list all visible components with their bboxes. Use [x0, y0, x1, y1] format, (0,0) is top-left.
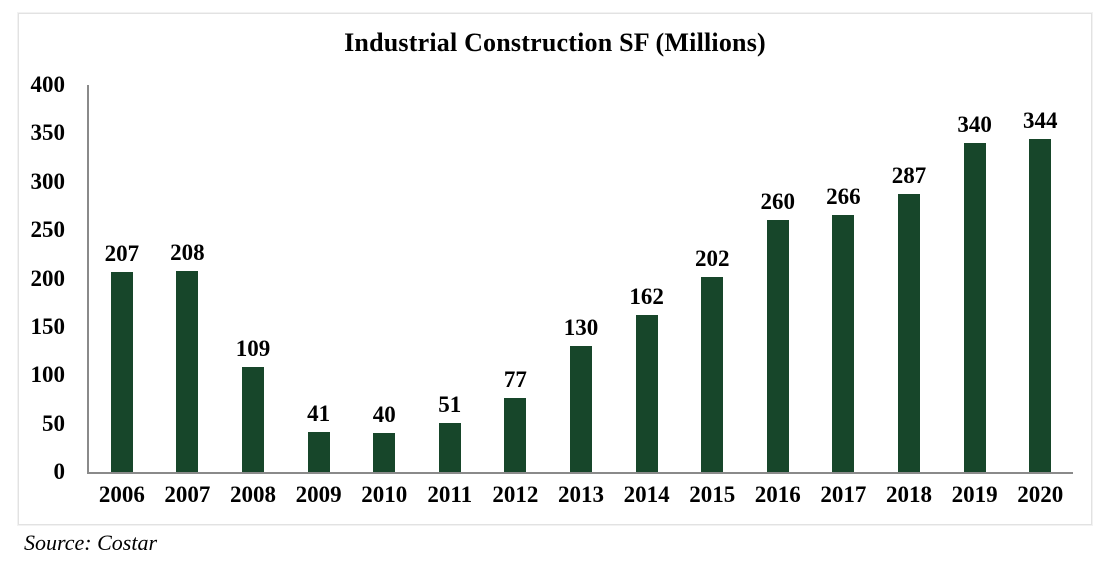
- plot-area: 207 2006 208 2007 109 2008 41 2009 40 2010 51 2011 7…: [87, 85, 1073, 507]
- x-axis-label: 2009: [295, 482, 342, 507]
- x-axis-label: 2010: [361, 482, 408, 507]
- chart-title: Industrial Construction SF (Millions): [344, 28, 766, 57]
- y-axis-tick-label: 400: [30, 72, 66, 97]
- x-axis-label: 2020: [1017, 482, 1064, 507]
- y-axis-tick-label: 350: [30, 120, 66, 146]
- bar-2017: [832, 214, 855, 472]
- y-axis-tick-label: 200: [30, 265, 66, 291]
- x-axis-label: 2017: [820, 482, 867, 507]
- x-axis-label: 2008: [230, 482, 276, 507]
- bar-value-label: 109: [235, 335, 271, 361]
- x-axis-label: 2018: [886, 482, 932, 507]
- bar-value-label: 41: [307, 401, 331, 427]
- bar-value-label: 266: [826, 183, 861, 209]
- source-note: Source: Costar: [24, 530, 158, 555]
- bar-2010: [373, 433, 396, 472]
- bar-value-label: 51: [438, 391, 462, 417]
- x-axis-label: 2014: [623, 482, 670, 507]
- bar-value-label: 40: [372, 402, 396, 428]
- x-axis-label: 2013: [558, 482, 604, 507]
- bar-value-label: 207: [104, 240, 140, 266]
- bar-2012: [504, 397, 527, 472]
- bar-2018: [898, 194, 920, 472]
- bar-2009: [307, 432, 330, 472]
- chart-container: Industrial Construction SF (Millions) 0 5…: [18, 13, 1092, 525]
- x-axis-label: 2006: [98, 482, 145, 507]
- bar-2013: [570, 346, 592, 472]
- y-axis-tick-label: 250: [30, 217, 66, 243]
- x-axis-label: 2011: [427, 482, 473, 507]
- bar-2011: [438, 422, 461, 472]
- bar-2015: [701, 276, 724, 472]
- x-axis-label: 2016: [754, 482, 801, 507]
- x-axis-label: 2019: [951, 482, 998, 507]
- bar-value-label: 208: [170, 239, 205, 265]
- bar-value-label: 77: [503, 366, 527, 392]
- x-axis-label: 2012: [492, 482, 539, 507]
- bar-2008: [242, 366, 264, 472]
- bar-value-label: 130: [563, 315, 599, 341]
- y-axis-tick-label: 300: [30, 168, 66, 194]
- y-axis-tick-label: 100: [30, 362, 66, 388]
- y-axis-tick-label: 150: [30, 313, 66, 339]
- bar-value-label: 340: [957, 112, 992, 138]
- bar-value-label: 260: [760, 189, 796, 215]
- y-axis-tick-label: 0: [53, 459, 66, 484]
- x-axis-label: 2015: [689, 482, 736, 507]
- bar-2007: [176, 270, 199, 472]
- bar-value-label: 202: [694, 245, 730, 271]
- bar-2006: [110, 271, 133, 472]
- bar-2020: [1029, 139, 1052, 472]
- bar-2016: [766, 220, 789, 472]
- y-axis-tick-labels: 0 50 100 150 200 250 300 350 400: [19, 14, 66, 524]
- y-axis-tick-label: 50: [42, 410, 65, 436]
- bar-2014: [635, 315, 658, 472]
- bar-value-label: 162: [629, 284, 664, 310]
- x-axis-label: 2007: [164, 482, 211, 507]
- bar-2019: [963, 143, 986, 472]
- bar-value-label: 344: [1022, 108, 1058, 134]
- bar-value-label: 287: [891, 163, 927, 189]
